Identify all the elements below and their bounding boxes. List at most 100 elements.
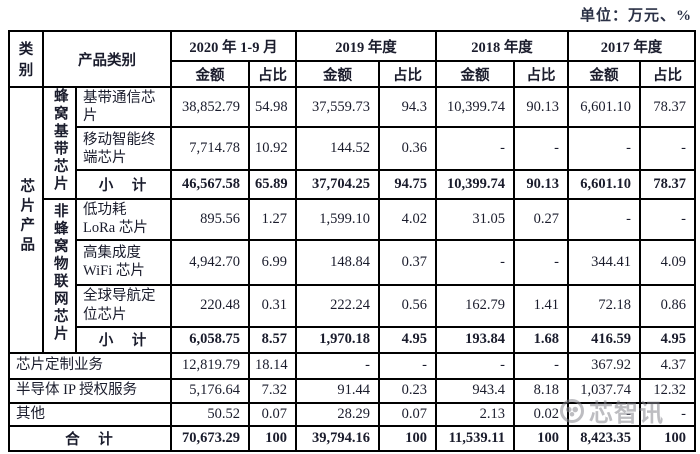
cell-amount: 144.52 (295, 126, 380, 172)
revenue-table: 类别 产品类别 2020 年 1-9 月 2019 年度 2018 年度 201… (8, 30, 696, 452)
header-ratio-2019: 占比 (378, 60, 437, 88)
business-line-label: 芯片定制业务 (8, 351, 172, 380)
cell-ratio: 1.68 (513, 325, 569, 354)
cell-amount: - (567, 401, 641, 427)
cell-ratio: 0.07 (248, 401, 297, 427)
cell-ratio: 100 (248, 424, 297, 452)
business-line-label: 其他 (8, 401, 172, 427)
cell-amount: 7,714.78 (170, 126, 250, 172)
cell-amount: 6,058.75 (170, 325, 250, 354)
cell-ratio: 100 (639, 424, 696, 452)
table-row: 芯片定制业务 12,819.79 18.14 - - - - 367.92 4.… (8, 351, 696, 380)
cell-ratio: 54.98 (248, 85, 297, 129)
header-row-measures: 金额 占比 金额 占比 金额 占比 金额 占比 (9, 60, 696, 88)
cell-ratio: 4.02 (378, 198, 437, 241)
cell-amount: 91.44 (295, 377, 380, 404)
cell-amount: 1,599.10 (295, 198, 380, 241)
cell-ratio: 94.75 (378, 169, 437, 201)
cell-amount: 37,559.73 (295, 85, 380, 129)
cell-ratio: 0.31 (248, 283, 297, 328)
cell-ratio: 0.37 (378, 238, 437, 286)
header-period-2018: 2018 年度 (435, 30, 569, 62)
cell-amount: 70,673.29 (170, 424, 250, 452)
header-row-periods: 类别 产品类别 2020 年 1-9 月 2019 年度 2018 年度 201… (8, 30, 696, 88)
cell-ratio: 4.37 (639, 351, 696, 380)
cell-ratio: - (639, 401, 696, 427)
table-row: 半导体 IP 授权服务 5,176.64 7.32 91.44 0.23 943… (8, 377, 696, 404)
subtotal-label: 小 计 (75, 169, 172, 201)
cell-amount: - (435, 126, 515, 172)
unit-label: 单位：万元、% (579, 8, 692, 24)
cell-amount: 1,970.18 (295, 325, 380, 354)
cell-amount: 943.4 (435, 377, 515, 404)
cell-ratio: 6.99 (248, 238, 297, 286)
group-cellular-baseband: 蜂窝基带芯片 (42, 85, 77, 201)
cell-ratio: 0.23 (378, 377, 437, 404)
product-name-cell: 高集成度 WiFi 芯片 (75, 238, 172, 286)
cell-ratio: 0.27 (513, 198, 569, 241)
cell-ratio: 90.13 (513, 85, 569, 129)
cell-ratio: 4.95 (639, 325, 696, 354)
cell-amount: - (295, 351, 380, 380)
header-period-2019: 2019 年度 (295, 30, 437, 62)
product-name-cell: 全球导航定 位芯片 (75, 283, 172, 328)
category-chip-products-label: 芯片产品 (18, 178, 35, 257)
cell-amount: - (435, 238, 515, 286)
cell-amount: 222.24 (295, 283, 380, 328)
subtotal-label: 小 计 (75, 325, 172, 354)
header-category: 类别 (8, 30, 44, 88)
table-row: 芯片产品 蜂窝基带芯片 基带通信芯 片 38,852.79 54.98 37,5… (8, 85, 696, 354)
cell-amount: 39,794.16 (295, 424, 380, 452)
cell-ratio: - (513, 126, 569, 172)
header-amount-2020: 金额 (170, 60, 250, 88)
cell-amount: 2.13 (435, 401, 515, 427)
cell-ratio: 78.37 (639, 85, 696, 129)
cell-amount: 162.79 (435, 283, 515, 328)
cell-ratio: - (513, 238, 569, 286)
cell-ratio: 0.36 (378, 126, 437, 172)
cell-ratio: 12.32 (639, 377, 696, 404)
cell-ratio: 94.3 (378, 85, 437, 129)
cell-amount: 38,852.79 (170, 85, 250, 129)
cell-ratio: 100 (378, 424, 437, 452)
cell-amount: - (567, 198, 641, 241)
cell-ratio: 0.56 (378, 283, 437, 328)
header-ratio-2017: 占比 (639, 60, 696, 88)
header-amount-2019: 金额 (295, 60, 380, 88)
cell-ratio: 18.14 (248, 351, 297, 380)
cell-ratio: 10.92 (248, 126, 297, 172)
subtotal-row: 小 计 46,567.58 65.89 37,704.25 94.75 10,3… (9, 169, 696, 201)
cell-ratio: 0.07 (378, 401, 437, 427)
business-line-label: 半导体 IP 授权服务 (8, 377, 172, 404)
cell-ratio: 8.57 (248, 325, 297, 354)
cell-amount: 46,567.58 (170, 169, 250, 201)
group-cellular-baseband-label: 蜂窝基带芯片 (51, 88, 68, 194)
table-row: 全球导航定 位芯片 220.48 0.31 222.24 0.56 162.79… (9, 283, 696, 328)
cell-ratio: - (378, 351, 437, 380)
cell-ratio: 65.89 (248, 169, 297, 201)
group-non-cellular-iot-label: 非蜂窝物联网芯片 (51, 203, 68, 344)
header-period-2020: 2020 年 1-9 月 (170, 30, 297, 62)
cell-ratio: - (639, 126, 696, 172)
header-amount-2018: 金额 (435, 60, 515, 88)
cell-amount: 5,176.64 (170, 377, 250, 404)
header-ratio-2020: 占比 (248, 60, 297, 88)
cell-ratio: 0.86 (639, 283, 696, 328)
cell-amount: 10,399.74 (435, 169, 515, 201)
cell-ratio: 7.32 (248, 377, 297, 404)
cell-amount: 10,399.74 (435, 85, 515, 129)
cell-amount: 31.05 (435, 198, 515, 241)
table-row: 非蜂窝物联网芯片 低功耗 LoRa 芯片 895.56 1.27 1,599.1… (9, 198, 696, 354)
cell-ratio: 4.95 (378, 325, 437, 354)
product-name-cell: 基带通信芯 片 (75, 85, 172, 129)
cell-amount: 220.48 (170, 283, 250, 328)
cell-amount: 50.52 (170, 401, 250, 427)
header-ratio-2018: 占比 (513, 60, 569, 88)
cell-ratio: 1.41 (513, 283, 569, 328)
table-row: 其他 50.52 0.07 28.29 0.07 2.13 0.02 - - (8, 401, 696, 427)
cell-amount: 148.84 (295, 238, 380, 286)
cell-ratio: 4.09 (639, 238, 696, 286)
cell-amount: 416.59 (567, 325, 641, 354)
cell-amount: 8,423.35 (567, 424, 641, 452)
